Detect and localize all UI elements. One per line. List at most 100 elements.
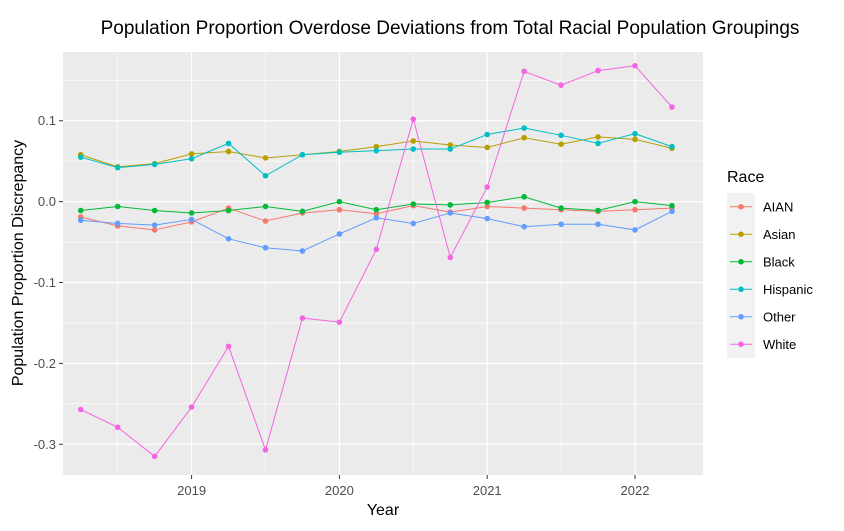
data-point-other: [77, 217, 84, 224]
data-point-hispanic: [373, 147, 380, 154]
data-point-white: [410, 116, 417, 122]
legend-key-point: [738, 313, 744, 320]
legend-item-black: Black: [727, 248, 795, 276]
data-point-black: [558, 205, 564, 211]
data-point-other: [521, 223, 527, 230]
data-point-asian: [188, 151, 195, 157]
data-point-other: [410, 220, 417, 227]
y-tick-label: 0.0: [38, 194, 56, 209]
data-point-aian: [521, 205, 527, 211]
data-point-aian: [336, 206, 343, 213]
series-group: [77, 62, 675, 460]
data-point-other: [484, 215, 491, 222]
legend-label: Other: [763, 310, 796, 325]
data-point-other: [188, 216, 195, 223]
legend-label: Black: [763, 255, 795, 270]
data-point-black: [632, 198, 638, 205]
y-axis-title: Population Proportion Discrepancy: [10, 140, 27, 386]
data-point-white: [669, 104, 675, 110]
data-point-other: [151, 222, 158, 228]
data-point-aian: [262, 218, 269, 224]
grid-minor: [63, 52, 703, 475]
data-point-white: [188, 404, 195, 410]
x-tick-label: 2022: [621, 483, 650, 498]
data-point-black: [188, 210, 195, 216]
data-point-white: [225, 343, 232, 350]
data-point-black: [447, 202, 454, 208]
legend-title: Race: [727, 169, 764, 186]
data-point-hispanic: [188, 155, 195, 162]
data-point-black: [595, 207, 601, 214]
data-point-white: [262, 447, 269, 453]
data-point-black: [299, 208, 306, 215]
x-tick-label: 2021: [473, 483, 502, 498]
legend-item-white: White: [727, 330, 796, 358]
data-point-hispanic: [262, 172, 269, 179]
series-other: [77, 208, 675, 254]
chart-title: Population Proportion Overdose Deviation…: [101, 18, 800, 39]
data-point-aian: [484, 203, 491, 210]
legend-label: AIAN: [763, 200, 793, 215]
x-axis-title: Year: [367, 502, 400, 519]
data-point-hispanic: [114, 164, 121, 171]
series-black: [77, 193, 675, 216]
data-point-hispanic: [632, 130, 638, 137]
data-point-other: [558, 221, 564, 228]
data-point-black: [262, 203, 269, 210]
data-point-asian: [558, 141, 564, 148]
legend-key-point: [738, 231, 744, 238]
legend-item-aian: AIAN: [727, 193, 793, 221]
data-point-black: [484, 199, 491, 206]
legend-label: White: [763, 337, 796, 352]
legend-item-asian: Asian: [727, 220, 796, 248]
series-hispanic: [77, 125, 675, 179]
legend-label: Asian: [763, 227, 796, 242]
data-point-hispanic: [336, 149, 343, 156]
data-point-other: [336, 231, 343, 237]
data-point-white: [595, 67, 601, 74]
data-point-white: [336, 319, 343, 325]
legend-label: Hispanic: [763, 282, 813, 297]
y-tick-label: 0.1: [38, 113, 56, 128]
y-tick-label: -0.3: [34, 437, 56, 452]
data-point-other: [225, 236, 232, 242]
legend-key-point: [738, 258, 744, 265]
x-axis: 2019 2020 2021 2022: [177, 475, 649, 498]
data-point-hispanic: [77, 154, 84, 160]
series-white: [77, 62, 675, 460]
data-point-hispanic: [410, 146, 417, 152]
data-point-asian: [521, 134, 527, 141]
data-point-other: [447, 210, 454, 216]
data-point-white: [114, 424, 121, 431]
data-point-other: [373, 215, 380, 221]
legend-key-point: [738, 341, 744, 348]
data-point-asian: [447, 142, 454, 148]
data-point-asian: [373, 143, 380, 150]
data-point-hispanic: [447, 146, 454, 152]
data-point-black: [151, 207, 158, 214]
data-point-black: [669, 202, 675, 209]
data-point-black: [114, 203, 121, 210]
data-point-other: [595, 221, 601, 228]
data-point-white: [632, 62, 638, 69]
data-point-asian: [632, 136, 638, 143]
data-point-asian: [595, 134, 601, 140]
legend: Race AIAN Asian Black Hispanic Other White: [727, 169, 813, 358]
data-point-black: [77, 207, 84, 214]
data-point-asian: [410, 138, 417, 144]
data-point-aian: [632, 206, 638, 213]
data-point-hispanic: [151, 161, 158, 168]
data-point-white: [77, 406, 84, 413]
data-point-other: [632, 227, 638, 233]
data-point-hispanic: [558, 132, 564, 139]
legend-key-point: [738, 286, 744, 293]
x-tick-label: 2019: [177, 483, 206, 498]
data-point-black: [410, 201, 417, 207]
data-point-white: [299, 315, 306, 321]
grid-major: [63, 52, 703, 475]
data-point-white: [151, 453, 158, 460]
data-point-other: [262, 244, 269, 251]
data-point-hispanic: [669, 143, 675, 150]
data-point-other: [669, 208, 675, 215]
